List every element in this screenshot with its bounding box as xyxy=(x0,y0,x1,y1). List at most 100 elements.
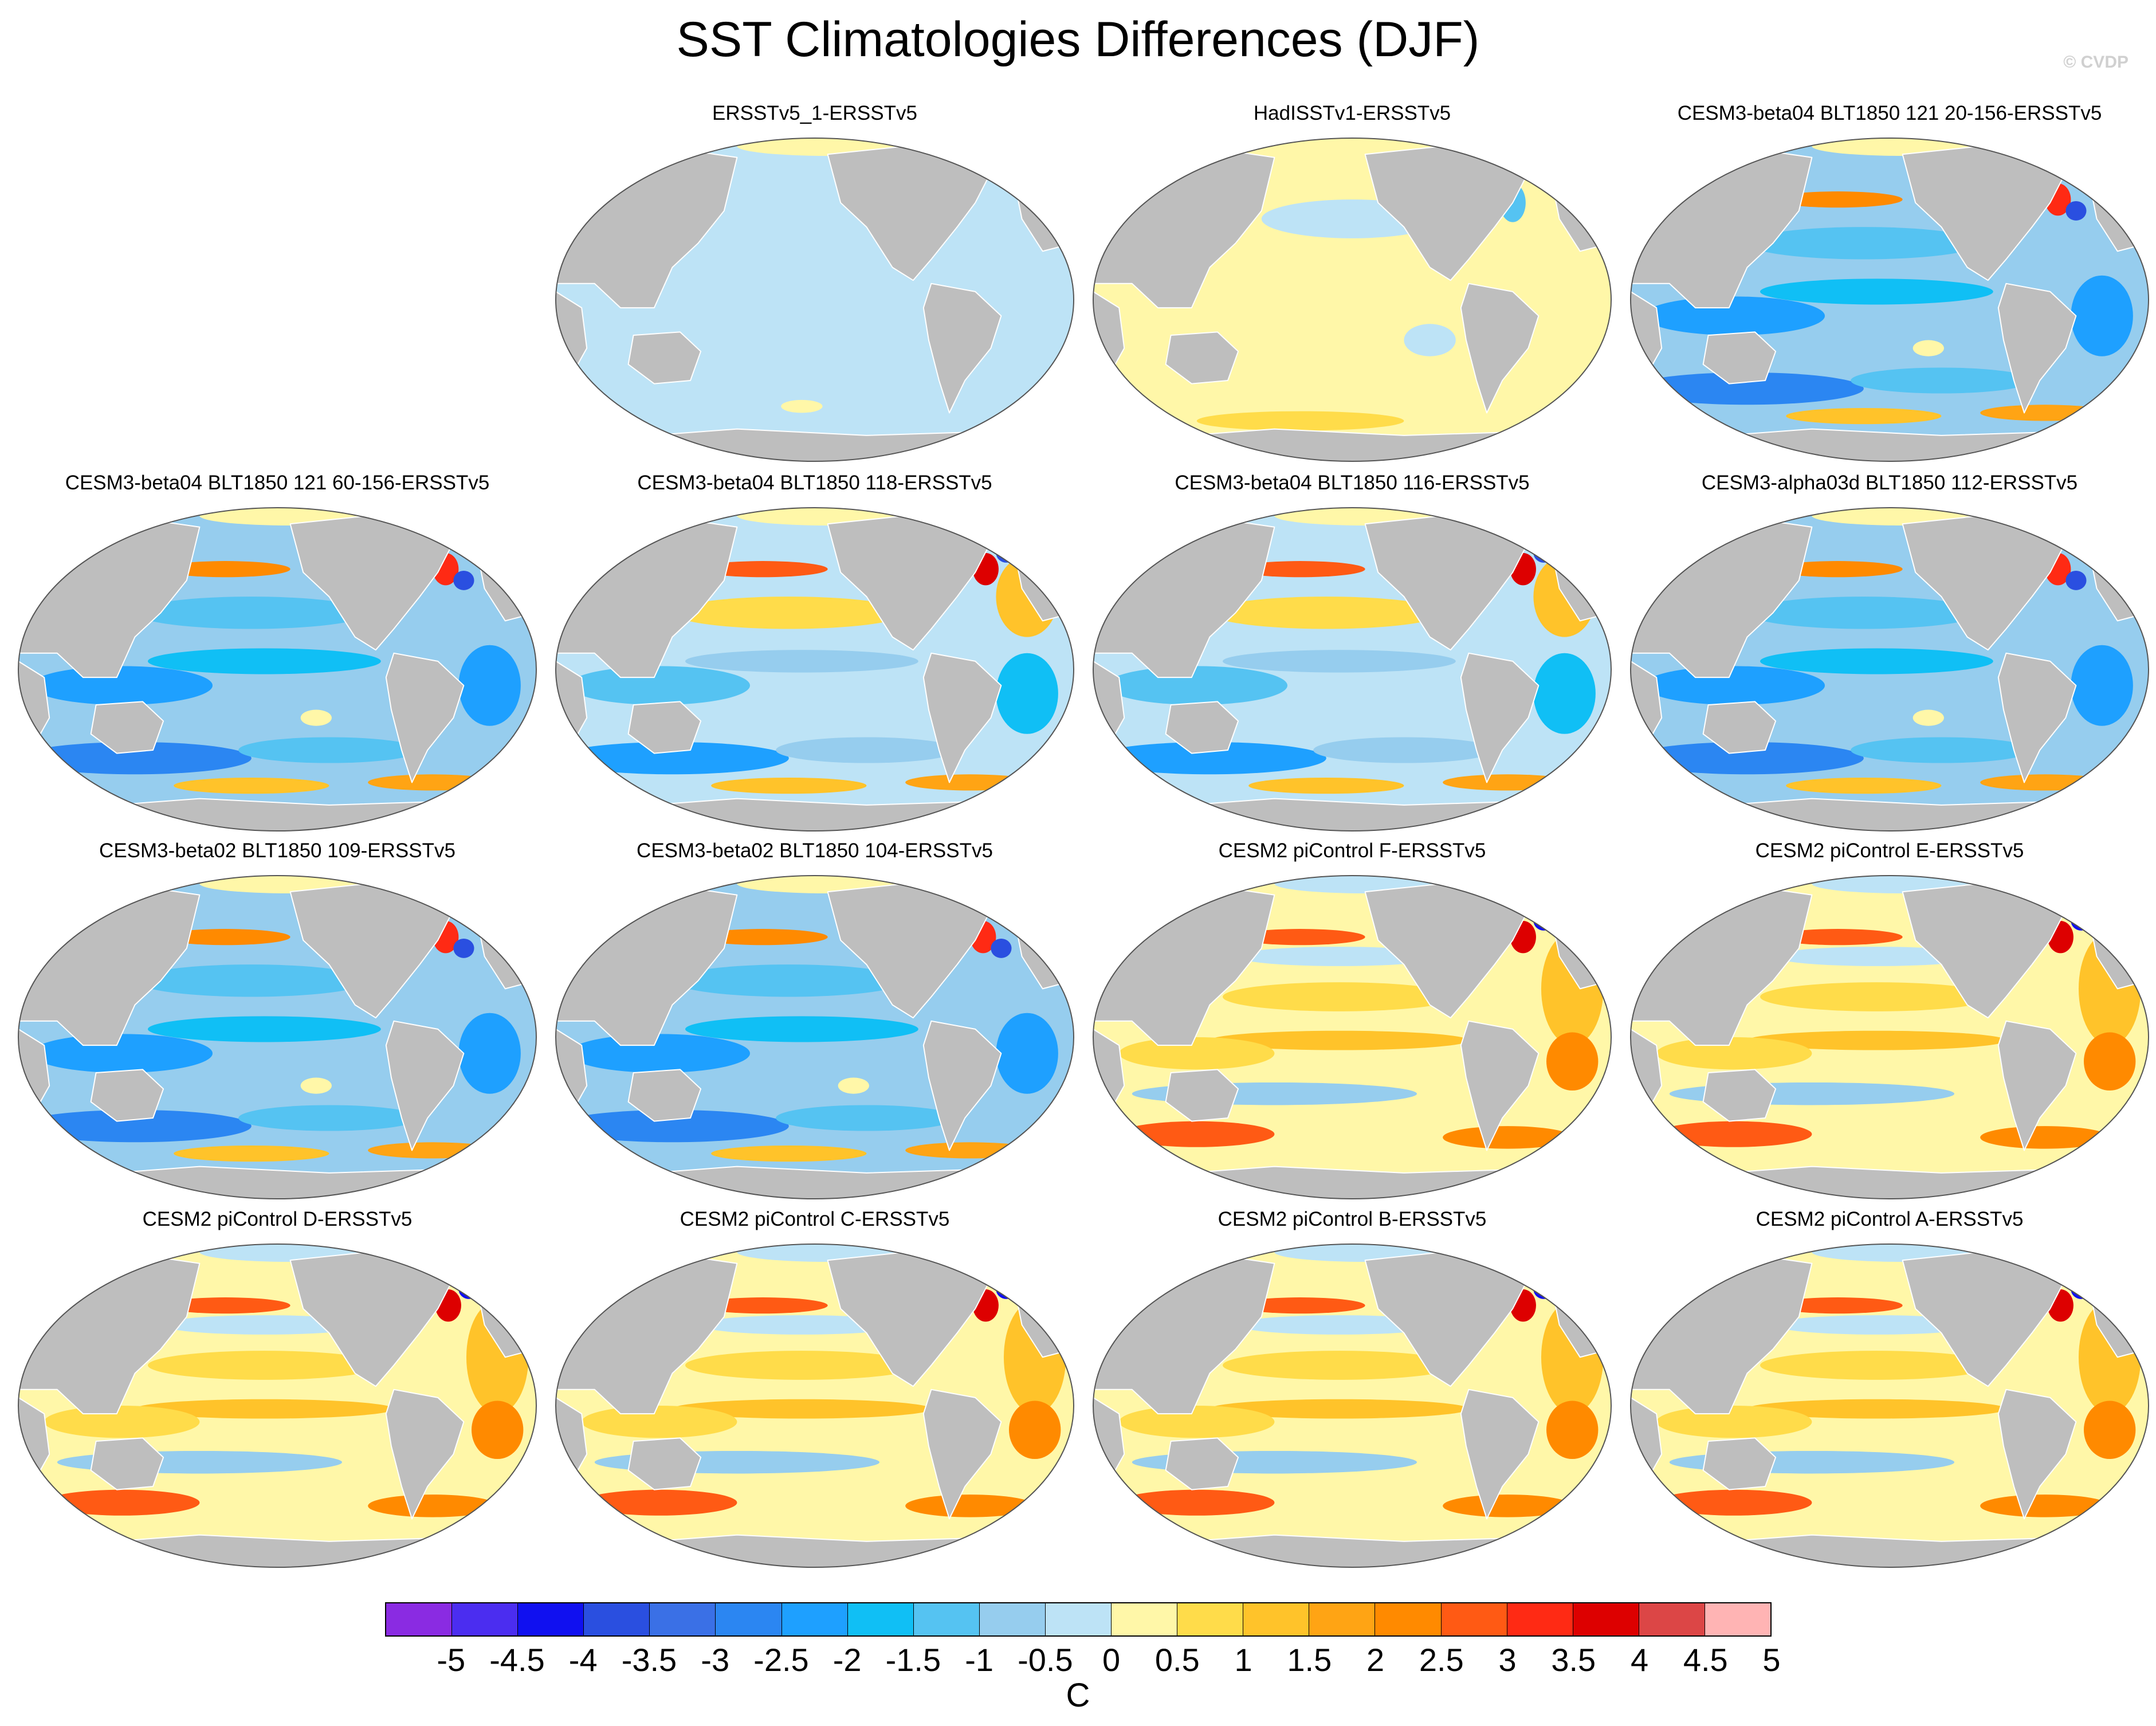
colorbar-tick-label: -3 xyxy=(701,1642,730,1678)
map-panel-p3: CESM3-beta04 BLT1850 121 20-156-ERSSTv5 xyxy=(1623,100,2156,478)
map-panel-p14: CESM2 piControl B-ERSSTv5 xyxy=(1085,1206,1619,1584)
southern-ocean-yellow xyxy=(1196,411,1404,431)
sst-difference-map xyxy=(1630,138,2149,462)
panel-title: CESM2 piControl A-ERSSTv5 xyxy=(1756,1208,2024,1230)
colorbar-tick-label: -4 xyxy=(568,1642,598,1678)
kuroshio-warm xyxy=(160,929,290,946)
colorbar-tick-label: 1.5 xyxy=(1287,1642,1332,1678)
equatorial-band xyxy=(148,1016,381,1042)
south-america-land xyxy=(1997,652,2077,783)
panel-title: ERSSTv5_1-ERSSTv5 xyxy=(712,102,917,124)
south-america-land xyxy=(922,1388,1002,1520)
atlantic-warm xyxy=(2078,932,2141,1046)
panel-title: CESM3-beta02 BLT1850 109-ERSSTv5 xyxy=(99,840,455,862)
south-america-land xyxy=(922,1020,1002,1151)
colorbar-tick-label: 5 xyxy=(1762,1642,1781,1678)
map-panel-p11: CESM2 piControl E-ERSSTv5 xyxy=(1623,838,2156,1216)
benguela-warm xyxy=(1009,1401,1061,1460)
figure-title: SST Climatologies Differences (DJF) xyxy=(676,12,1480,67)
southern-atlantic-warm xyxy=(1980,774,2110,791)
indian-ocean-cold xyxy=(1643,296,1825,336)
kuroshio-warm xyxy=(1235,929,1365,946)
south-atlantic-cold xyxy=(2071,275,2133,356)
southern-yellow-patch xyxy=(781,399,823,413)
map-panel-p13: CESM2 piControl C-ERSSTv5 xyxy=(548,1206,1082,1584)
equatorial-warm xyxy=(1747,1399,2006,1419)
kuroshio-warm xyxy=(1235,1297,1365,1314)
australia-land xyxy=(1702,1437,1777,1490)
north-atlantic-cold-spot xyxy=(453,570,474,590)
indian-ocean-warm xyxy=(1119,1037,1275,1070)
southern-indian-cold xyxy=(18,742,252,775)
colorbar-tick-label: 2 xyxy=(1366,1642,1385,1678)
australia-land xyxy=(1165,1437,1239,1490)
colorbar-tick-label: 4.5 xyxy=(1683,1642,1728,1678)
map-panel-p15: CESM2 piControl A-ERSSTv5 xyxy=(1623,1206,2156,1584)
map-outline xyxy=(555,507,1074,831)
equatorial-warm xyxy=(135,1399,394,1419)
southern-indian-cold xyxy=(18,1109,252,1143)
southern-atlantic-warm xyxy=(1980,405,2110,421)
sst-difference-map xyxy=(555,507,1074,831)
north-pacific-band xyxy=(1747,227,1981,260)
south-atlantic-cold xyxy=(2071,645,2133,726)
map-panel-p4: CESM3-beta04 BLT1850 121 60-156-ERSSTv5 xyxy=(10,470,544,848)
australia-land xyxy=(627,701,702,754)
north-atlantic-cold-spot xyxy=(991,938,1012,958)
colorbar-unit-label: C xyxy=(1066,1677,1090,1714)
south-atlantic-hot xyxy=(1443,1126,1573,1149)
colorbar-tick-label: 3.5 xyxy=(1551,1642,1596,1678)
labrador-cold-spot xyxy=(996,1280,1017,1299)
southern-indian-hot xyxy=(44,1489,200,1516)
north-pacific-warm-band xyxy=(1760,982,1993,1011)
north-pacific-warm-band xyxy=(1223,982,1456,1011)
panel-title: CESM2 piControl F-ERSSTv5 xyxy=(1218,840,1486,862)
north-pacific-warm xyxy=(672,597,906,629)
sst-difference-map xyxy=(555,1243,1074,1568)
greenland-land xyxy=(2031,140,2077,168)
indian-ocean-cool xyxy=(1106,666,1287,705)
southern-indian-hot xyxy=(1119,1489,1275,1516)
indian-ocean-cold xyxy=(31,1034,213,1073)
south-america-land xyxy=(922,283,1002,414)
north-pacific-band xyxy=(135,597,368,629)
south-america-land xyxy=(1460,652,1540,783)
map-panel-p8: CESM3-beta02 BLT1850 109-ERSSTv5 xyxy=(10,838,544,1216)
south-atlantic-hot xyxy=(1980,1126,2110,1149)
southern-atlantic-warm xyxy=(368,1142,498,1159)
south-america-land xyxy=(922,652,1002,783)
colorbar-swatch xyxy=(913,1603,980,1635)
kuroshio-warm xyxy=(160,561,290,578)
australia-land xyxy=(90,701,164,754)
equatorial-band xyxy=(1760,648,1993,674)
south-atlantic-hot xyxy=(905,1494,1035,1517)
benguela-warm xyxy=(2084,1401,2136,1460)
south-america-land xyxy=(1460,1020,1540,1151)
panel-title: CESM3-alpha03d BLT1850 112-ERSSTv5 xyxy=(1701,472,2078,494)
south-atlantic-hot xyxy=(368,1494,498,1517)
southern-warm-band xyxy=(711,1145,867,1162)
greenland-land xyxy=(1494,140,1540,168)
south-america-land xyxy=(1997,1020,2077,1151)
southern-warm-band xyxy=(1786,777,1942,794)
colorbar-swatch xyxy=(979,1603,1046,1635)
southern-warm-band xyxy=(174,777,329,794)
sst-difference-map xyxy=(18,875,537,1199)
kuroshio-warm xyxy=(1773,1297,1903,1314)
equatorial-band xyxy=(148,648,381,674)
east-pacific-yellow xyxy=(1912,340,1944,356)
greenland-land xyxy=(2031,510,2077,538)
colorbar-swatch xyxy=(1375,1603,1442,1635)
colorbar-swatch xyxy=(584,1603,650,1635)
colorbar-swatch xyxy=(1309,1603,1376,1635)
south-pacific-cool xyxy=(776,737,957,763)
benguela-warm xyxy=(1546,1032,1599,1091)
east-pacific-yellow xyxy=(300,709,332,726)
east-pacific-yellow xyxy=(838,1077,869,1094)
sst-difference-map xyxy=(555,138,1074,462)
australia-land xyxy=(90,1437,164,1490)
colorbar xyxy=(385,1602,1772,1637)
north-atlantic-cold-spot xyxy=(2065,201,2087,221)
map-outline xyxy=(1093,507,1612,831)
southern-warm-band xyxy=(711,777,867,794)
